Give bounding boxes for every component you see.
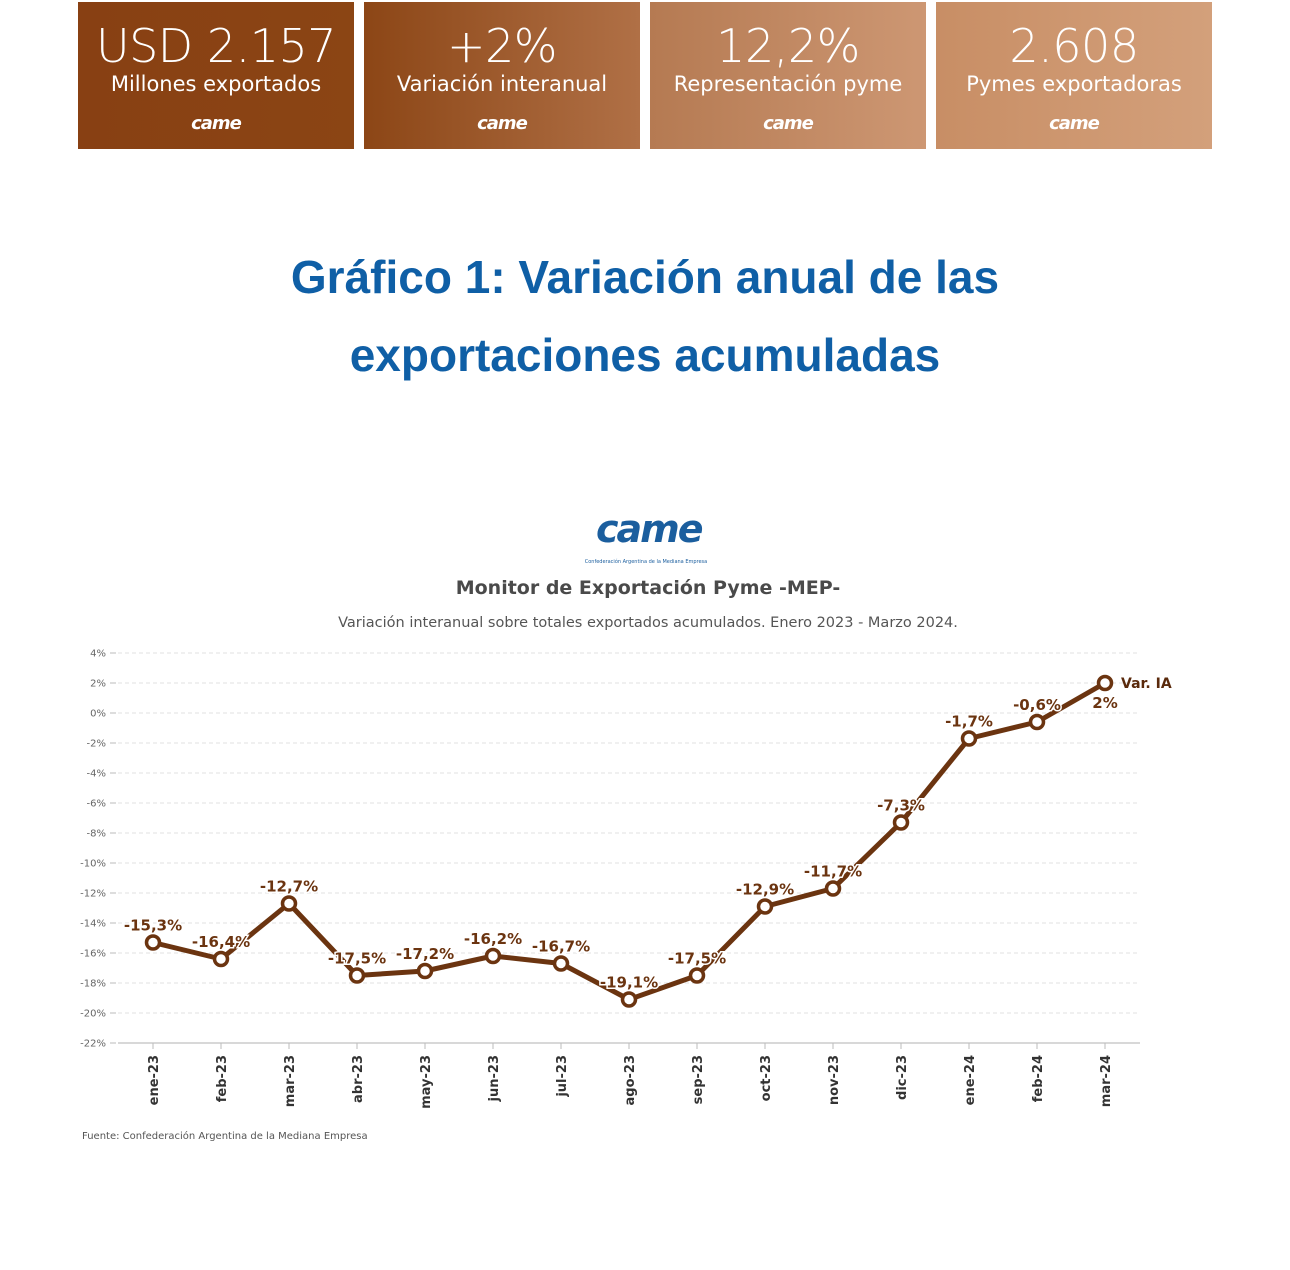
data-label: -16,7% [532, 938, 590, 956]
data-label: -17,5% [668, 950, 726, 968]
data-point [824, 880, 842, 897]
series-name-label: Var. IA [1121, 676, 1172, 692]
x-tick-label: feb-23 [215, 1055, 230, 1102]
x-tick-label: nov-23 [827, 1055, 842, 1105]
data-label: -11,7% [804, 863, 862, 881]
x-tick-label: mar-23 [283, 1055, 298, 1107]
y-tick-label: 0% [90, 709, 106, 720]
kpi-label: Pymes exportadoras [966, 72, 1182, 96]
chart-title: Monitor de Exportación Pyme -MEP- [455, 577, 841, 599]
data-point [348, 967, 366, 984]
data-label: -19,1% [600, 974, 658, 992]
data-label: -17,5% [328, 950, 386, 968]
data-label: -1,7% [945, 713, 993, 731]
chart-data-labels: -15,3% -16,4% -12,7% -17,5% -17,2% -16,2% -16,… [122, 676, 1172, 993]
chart-points [144, 674, 1114, 1008]
kpi-card-exporting-smes: 2.608 Pymes exportadoras came [936, 2, 1212, 149]
page-title-line-1: Gráfico 1: Variación anual de las [290, 251, 1000, 303]
kpi-label: Millones exportados [110, 72, 322, 96]
y-tick-label: -2% [87, 739, 106, 750]
data-label: -7,3% [877, 797, 925, 815]
data-point [756, 898, 774, 915]
x-tick-label: mar-24 [1099, 1055, 1114, 1107]
data-point [960, 730, 978, 747]
kpi-value: +2% [446, 19, 558, 73]
chart-subtitle: Variación interanual sobre totales expor… [338, 615, 958, 631]
y-tick-label: -22% [80, 1039, 106, 1050]
data-label: -15,3% [124, 917, 182, 935]
came-logo: came [1049, 113, 1100, 134]
source-note: Fuente: Confederación Argentina de la Me… [82, 1131, 368, 1142]
data-label: -16,2% [464, 930, 522, 948]
line-chart: 4% 2% 0% -2% -4% -6% -8% -10% -12% -14% -16% -18% -2… [80, 649, 1172, 1109]
came-logo-large: came [596, 507, 704, 551]
y-tick-label: -8% [87, 829, 106, 840]
kpi-value: USD 2.157 [95, 19, 337, 73]
data-label: -12,7% [260, 878, 318, 896]
x-tick-label: sep-23 [691, 1055, 706, 1104]
page-title-line-2: exportaciones acumuladas [349, 329, 941, 381]
y-tick-label: -12% [80, 889, 106, 900]
x-tick-label: oct-23 [759, 1055, 774, 1101]
y-axis: 4% 2% 0% -2% -4% -6% -8% -10% -12% -14% -16% -18% -2… [80, 649, 116, 1050]
kpi-card-annual-variation: +2% Variación interanual came [364, 2, 640, 149]
x-tick-label: jun-23 [487, 1055, 502, 1102]
data-label: -17,2% [396, 945, 454, 963]
kpi-value: 2.608 [1009, 19, 1139, 73]
y-tick-label: -20% [80, 1009, 106, 1020]
x-tick-label: dic-23 [895, 1055, 910, 1100]
x-tick-label: may-23 [419, 1055, 434, 1109]
kpi-card-exported-millions: USD 2.157 Millones exportados came [78, 2, 354, 149]
data-point [688, 967, 706, 984]
data-point [620, 991, 638, 1008]
y-tick-label: -10% [80, 859, 106, 870]
data-point [416, 962, 434, 980]
x-tick-label: jul-23 [555, 1055, 570, 1098]
y-tick-label: -4% [87, 769, 106, 780]
kpi-label: Representación pyme [673, 72, 903, 96]
x-tick-label: abr-23 [351, 1055, 366, 1103]
kpi-row: USD 2.157 Millones exportados came +2% V… [78, 2, 1212, 149]
y-tick-label: -16% [80, 949, 106, 960]
x-tick-label: ene-23 [147, 1055, 162, 1105]
data-label: 2% [1092, 694, 1117, 712]
came-logo: came [477, 113, 528, 134]
y-tick-label: 2% [90, 679, 106, 690]
y-tick-label: -14% [80, 919, 106, 930]
data-point [484, 947, 502, 965]
y-tick-label: 4% [90, 649, 106, 660]
x-tick-label: feb-24 [1031, 1055, 1046, 1102]
came-logo-subtitle: Confederación Argentina de la Mediana Em… [584, 559, 708, 565]
came-logo: came [763, 113, 814, 134]
y-tick-label: -6% [87, 799, 106, 810]
data-point [212, 950, 230, 968]
chart-grid [118, 652, 1140, 1044]
data-label: -16,4% [192, 933, 250, 951]
y-tick-label: -18% [80, 979, 106, 990]
page-title: Gráfico 1: Variación anual de las export… [0, 238, 1290, 394]
came-logo: came [191, 113, 242, 134]
data-point [280, 895, 298, 912]
data-label: -0,6% [1013, 696, 1061, 714]
kpi-card-sme-share: 12,2% Representación pyme came [650, 2, 926, 149]
x-tick-label: ene-24 [963, 1055, 978, 1105]
chart-block: came Confederación Argentina de la Media… [78, 505, 1218, 1155]
data-point [1028, 713, 1046, 731]
data-point [552, 955, 570, 972]
data-point [892, 814, 910, 831]
x-axis: ene-23 feb-23 mar-23 abr-23 may-23 jun-23 jul-… [118, 1042, 1140, 1109]
kpi-label: Variación interanual [396, 72, 608, 96]
kpi-value: 12,2% [716, 19, 860, 73]
x-tick-label: ago-23 [623, 1055, 638, 1106]
data-label: -12,9% [736, 881, 794, 899]
data-point [1096, 674, 1114, 692]
data-point [144, 934, 162, 951]
